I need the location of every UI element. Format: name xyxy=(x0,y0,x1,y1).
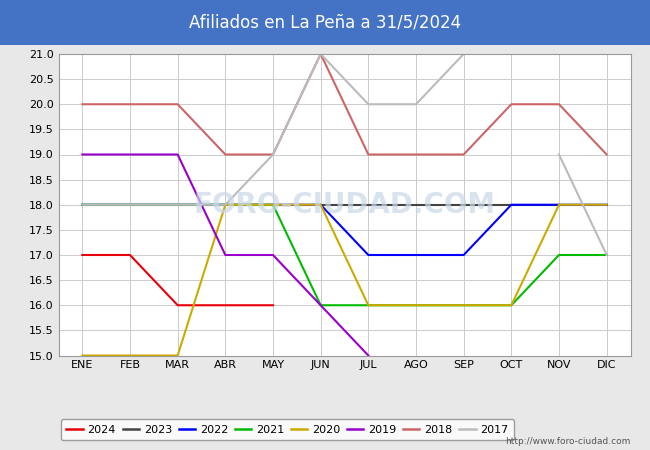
Text: FORO-CIUDAD.COM: FORO-CIUDAD.COM xyxy=(194,191,495,219)
Text: http://www.foro-ciudad.com: http://www.foro-ciudad.com xyxy=(505,436,630,446)
Text: Afiliados en La Peña a 31/5/2024: Afiliados en La Peña a 31/5/2024 xyxy=(189,14,461,32)
Legend: 2024, 2023, 2022, 2021, 2020, 2019, 2018, 2017: 2024, 2023, 2022, 2021, 2020, 2019, 2018… xyxy=(61,419,514,441)
